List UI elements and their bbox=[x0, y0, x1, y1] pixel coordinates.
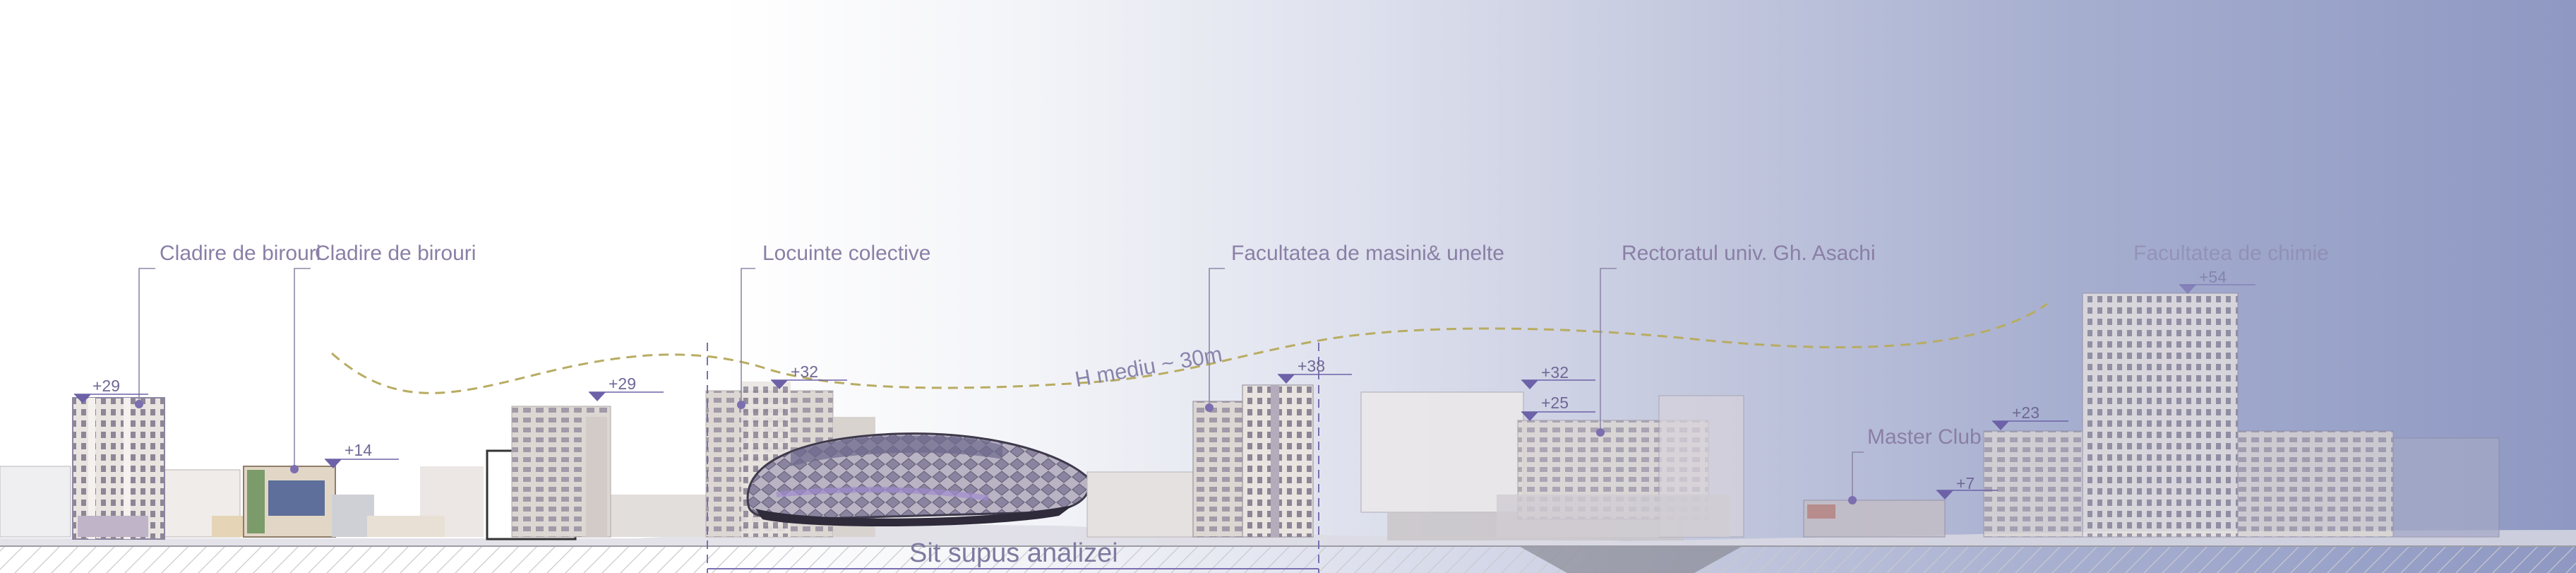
faculty-machines-tower bbox=[1192, 384, 1314, 538]
leader-dots bbox=[135, 400, 1857, 504]
leader-lines bbox=[138, 268, 1864, 500]
label-master-club: Master Club bbox=[1867, 425, 1982, 449]
office-tower-1 bbox=[72, 397, 165, 540]
elevation-label: +23 bbox=[2012, 403, 2040, 422]
label-faculty-machines: Facultatea de masini& unelte bbox=[1231, 242, 1504, 265]
right-towers bbox=[1983, 293, 2500, 538]
low-building-site bbox=[1086, 471, 1194, 538]
site-label: Sit supus analizei bbox=[909, 538, 1118, 568]
elevation-label: +7 bbox=[1956, 474, 1975, 492]
site-boundary bbox=[707, 343, 1319, 573]
average-height-curve bbox=[331, 302, 2048, 394]
elevation-label: +14 bbox=[345, 441, 373, 459]
elevation-label: +32 bbox=[1541, 363, 1569, 382]
office-building-2 bbox=[243, 466, 445, 538]
site-building bbox=[746, 432, 1090, 527]
label-office-building-1: Cladire de birouri bbox=[160, 242, 321, 265]
elevation-label: +29 bbox=[609, 374, 637, 393]
label-office-building-2: Cladire de birouri bbox=[315, 242, 477, 265]
elevation-markers bbox=[74, 284, 2256, 500]
elevation-label: +38 bbox=[1298, 357, 1326, 375]
residential-tower-a bbox=[511, 406, 611, 538]
master-club-building bbox=[1803, 500, 1946, 538]
elevation-label: +32 bbox=[791, 362, 819, 381]
elevation-label: +25 bbox=[1541, 394, 1569, 412]
elevation-label: +29 bbox=[92, 377, 121, 395]
label-residential: Locuinte colective bbox=[762, 242, 931, 265]
rectorate-complex bbox=[1360, 391, 1744, 540]
elevation-label: +54 bbox=[2199, 268, 2227, 286]
label-rectorate: Rectoratul univ. Gh. Asachi bbox=[1622, 242, 1876, 265]
label-faculty-chemistry: Facultatea de chimie bbox=[2133, 242, 2329, 265]
